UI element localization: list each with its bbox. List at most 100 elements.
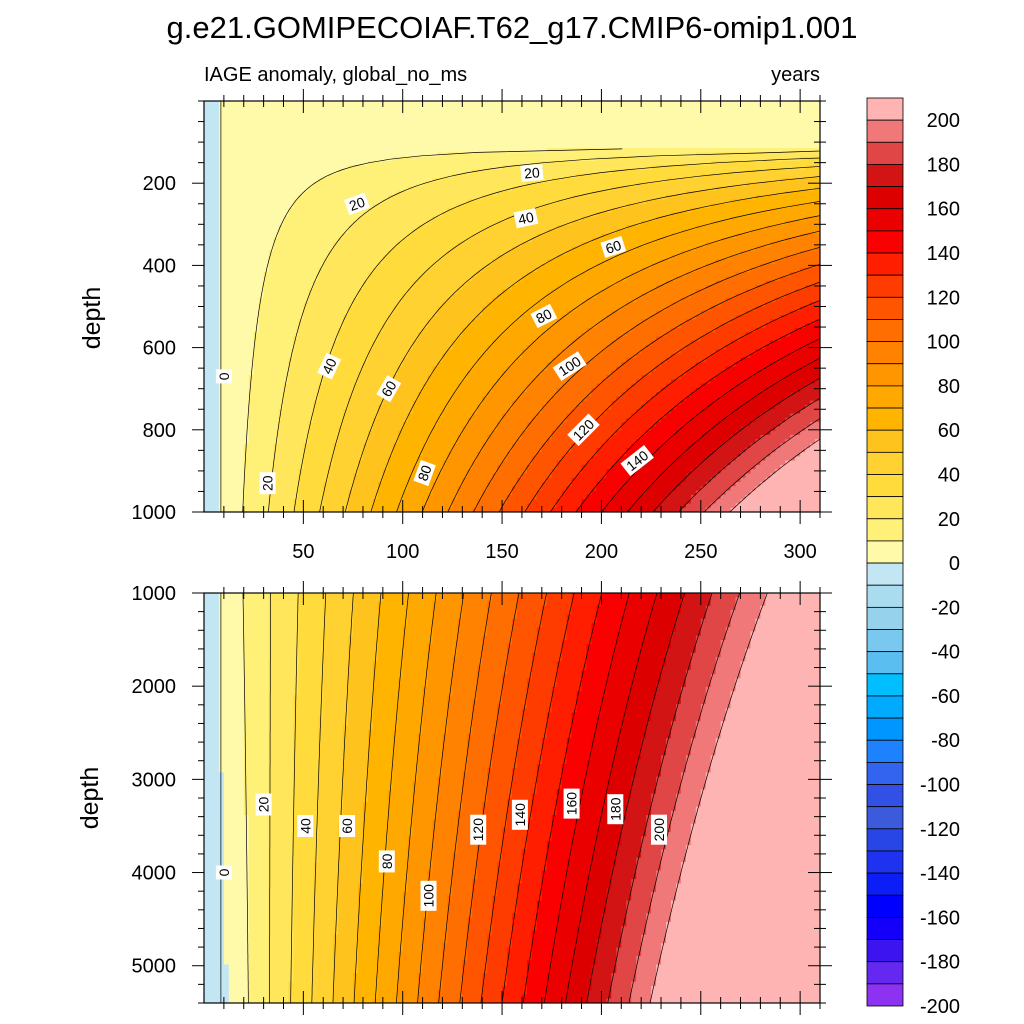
upper-fill-cell [651, 105, 657, 111]
upper-fill-cell [417, 109, 424, 115]
upper-fill-cell [675, 250, 682, 256]
upper-fill-cell [258, 216, 265, 222]
upper-fill-cell [208, 182, 215, 188]
upper-fill-cell [690, 242, 697, 248]
upper-fill-cell [725, 105, 732, 111]
upper-fill-cell [228, 126, 235, 132]
upper-fill-cell [298, 126, 304, 132]
upper-fill-cell [690, 190, 697, 196]
upper-fill-cell [457, 169, 463, 175]
upper-fill-cell [760, 246, 766, 252]
upper-fill-cell [695, 148, 702, 153]
upper-fill-cell [343, 233, 349, 239]
upper-fill-cell [621, 195, 627, 201]
upper-fill-cell [601, 109, 607, 115]
upper-fill-cell [392, 203, 399, 209]
upper-fill-cell [213, 203, 220, 209]
upper-fill-cell [402, 113, 409, 119]
upper-fill-cell [805, 220, 811, 226]
upper-fill-cell [631, 238, 637, 243]
upper-fill-cell [636, 156, 642, 162]
upper-fill-cell [223, 220, 230, 226]
upper-fill-cell [710, 113, 717, 119]
upper-fill-cell [452, 173, 458, 179]
upper-fill-cell [492, 238, 498, 243]
upper-fill-cell [591, 169, 598, 175]
upper-fill-cell [432, 259, 439, 265]
upper-fill-cell [521, 109, 528, 115]
upper-fill-cell [343, 178, 349, 183]
upper-fill-cell [740, 173, 747, 179]
upper-fill-cell [710, 135, 717, 141]
upper-fill-cell [457, 233, 463, 239]
upper-fill-cell [586, 233, 593, 239]
upper-fill-cell [680, 250, 687, 256]
upper-fill-cell [616, 148, 622, 153]
upper-fill-cell [641, 220, 647, 226]
upper-fill-cell [800, 259, 806, 265]
upper-fill-cell [561, 195, 568, 201]
upper-fill-cell [258, 259, 265, 265]
upper-fill-cell [353, 152, 359, 158]
upper-fill-cell [392, 212, 399, 218]
upper-fill-cell [621, 169, 627, 175]
upper-fill-cell [675, 229, 682, 235]
upper-fill-cell [725, 267, 732, 273]
upper-fill-cell [765, 229, 771, 235]
upper-fill-cell [720, 135, 727, 141]
upper-fill-cell [233, 199, 240, 205]
upper-fill-cell [248, 246, 255, 252]
upper-fill-cell [745, 165, 752, 171]
upper-fill-cell [243, 182, 250, 188]
upper-fill-cell [675, 208, 682, 213]
upper-fill-cell [427, 199, 434, 205]
upper-fill-cell [507, 242, 513, 248]
upper-fill-cell [273, 105, 280, 111]
upper-fill-cell [467, 126, 473, 132]
upper-fill-cell [313, 178, 319, 183]
upper-fill-cell [343, 130, 349, 136]
upper-fill-cell [705, 233, 712, 239]
upper-fill-cell [243, 208, 250, 213]
upper-fill-cell [278, 173, 285, 179]
upper-fill-cell [750, 105, 757, 111]
upper-fill-cell [566, 135, 573, 141]
upper-fill-cell [666, 139, 672, 145]
upper-fill-cell [308, 220, 314, 226]
upper-fill-cell [343, 242, 349, 248]
upper-fill-cell [561, 255, 568, 261]
upper-fill-cell [730, 263, 737, 269]
upper-fill-cell [442, 242, 449, 248]
upper-fill-cell [223, 195, 230, 201]
upper-fill-cell [815, 238, 820, 243]
upper-fill-cell [631, 255, 637, 261]
upper-fill-cell [725, 225, 732, 231]
upper-fill-cell [581, 113, 588, 119]
upper-fill-cell [293, 229, 299, 235]
upper-fill-cell [800, 139, 806, 145]
upper-fill-cell [656, 126, 662, 132]
upper-fill-cell [755, 152, 761, 158]
upper-fill-cell [661, 212, 667, 218]
upper-fill-cell [293, 143, 299, 149]
upper-fill-cell [705, 109, 712, 115]
upper-fill-cell [377, 122, 384, 128]
upper-fill-cell [313, 255, 319, 261]
upper-fill-cell [432, 263, 439, 269]
upper-fill-cell [631, 173, 637, 179]
upper-fill-cell [581, 165, 588, 171]
upper-fill-cell [636, 190, 642, 196]
upper-fill-cell [213, 255, 220, 261]
upper-fill-cell [745, 148, 752, 153]
upper-fill-cell [462, 122, 468, 128]
upper-fill-cell [586, 148, 593, 153]
upper-fill-cell [526, 267, 533, 273]
upper-fill-cell [750, 182, 757, 188]
upper-fill-cell [213, 143, 220, 149]
upper-fill-cell [348, 263, 354, 269]
upper-fill-cell [278, 169, 285, 175]
upper-fill-cell [472, 182, 478, 188]
upper-fill-cell [407, 156, 414, 162]
upper-fill-cell [303, 212, 309, 218]
upper-fill-cell [666, 105, 672, 111]
